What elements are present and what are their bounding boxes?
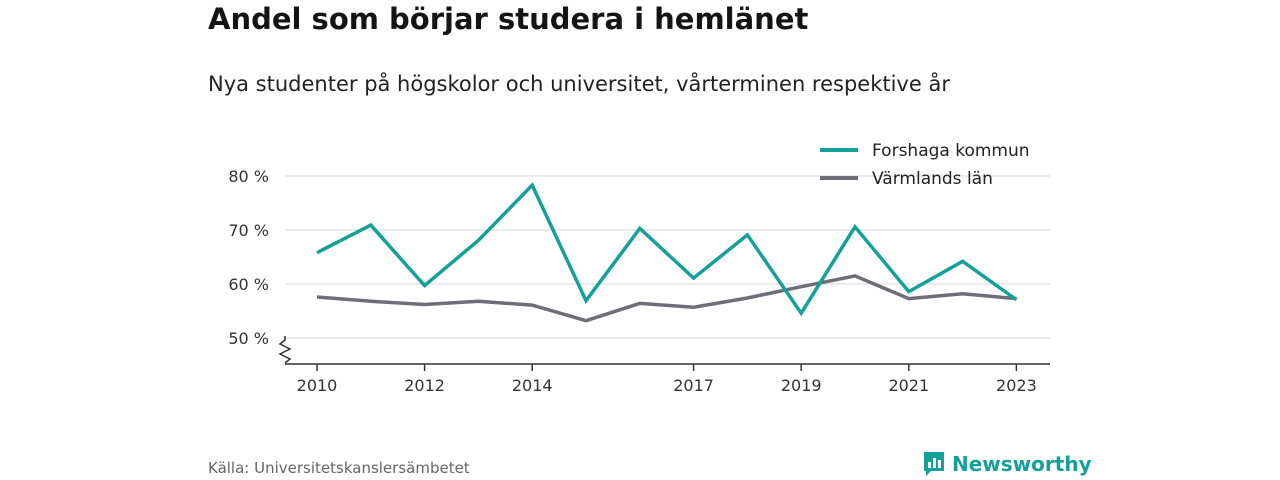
line-chart: 50 % 60 % 70 % 80 % 2010 2012 2014 2017 2019 202… (228, 141, 1050, 395)
brand-name: Newsworthy (952, 452, 1092, 476)
x-tick-label: 2019 (781, 376, 822, 395)
chart-subtitle: Nya studenter på högskolor och universit… (208, 72, 950, 96)
series-line (316, 182, 1018, 317)
y-axis-ticks: 50 % 60 % 70 % 80 % (228, 167, 269, 348)
x-tick-label: 2023 (996, 376, 1037, 395)
y-tick-label: 50 % (228, 329, 269, 348)
axis-break-icon (278, 336, 292, 364)
y-tick-label: 70 % (228, 221, 269, 240)
x-tick-label: 2014 (512, 376, 553, 395)
x-tick-label: 2010 (297, 376, 338, 395)
x-axis (278, 336, 1050, 365)
x-axis-ticks: 2010 2012 2014 2017 2019 2021 2023 (297, 364, 1037, 395)
series-lines (316, 182, 1018, 323)
chart-title: Andel som börjar studera i hemlänet (208, 2, 809, 36)
y-tick-label: 80 % (228, 167, 269, 186)
series-line (316, 274, 1017, 323)
legend-label: Värmlands län (872, 169, 993, 189)
legend: Forshaga kommun Värmlands län (820, 141, 1030, 189)
source-note: Källa: Universitetskanslersämbetet (208, 459, 470, 477)
legend-label: Forshaga kommun (872, 141, 1030, 161)
x-tick-label: 2021 (888, 376, 929, 395)
chart-bubble-icon (924, 452, 944, 476)
y-tick-label: 60 % (228, 275, 269, 294)
x-tick-label: 2012 (404, 376, 445, 395)
newsworthy-logo: Newsworthy (922, 450, 1092, 478)
x-tick-label: 2017 (673, 376, 714, 395)
